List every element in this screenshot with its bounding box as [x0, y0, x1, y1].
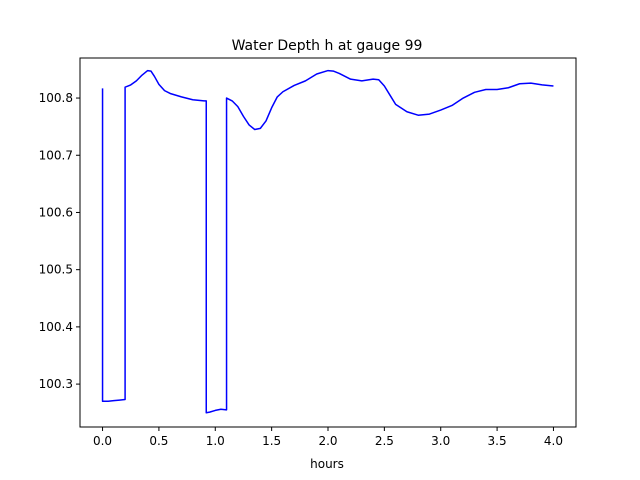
x-tick-label: 2.0 — [318, 434, 337, 448]
x-tick-label: 1.0 — [206, 434, 225, 448]
plot-frame — [79, 57, 577, 428]
y-tick-label: 100.5 — [39, 263, 73, 277]
chart-title: Water Depth h at gauge 99 — [232, 38, 423, 54]
y-tick-label: 100.8 — [39, 91, 73, 105]
x-tick-label: 0.0 — [93, 434, 112, 448]
series-line-0 — [101, 69, 554, 414]
x-tick-label: 3.5 — [488, 434, 507, 448]
y-tick-label: 100.6 — [39, 205, 73, 219]
plot-area: 0.0 0.5 1.0 1.5 2.0 2.5 3.0 3.5 4.0 100.3 100.4 100… — [39, 57, 577, 448]
y-tick-label: 100.3 — [39, 377, 73, 391]
x-tick-label: 2.5 — [375, 434, 394, 448]
x-tick-label: 0.5 — [149, 434, 168, 448]
x-tick-label: 3.0 — [431, 434, 450, 448]
y-tick-label: 100.4 — [39, 320, 73, 334]
x-tick-label: 4.0 — [544, 434, 563, 448]
y-tick-label: 100.7 — [39, 148, 73, 162]
x-tick-label: 1.5 — [262, 434, 281, 448]
x-axis-label: hours — [310, 457, 344, 471]
